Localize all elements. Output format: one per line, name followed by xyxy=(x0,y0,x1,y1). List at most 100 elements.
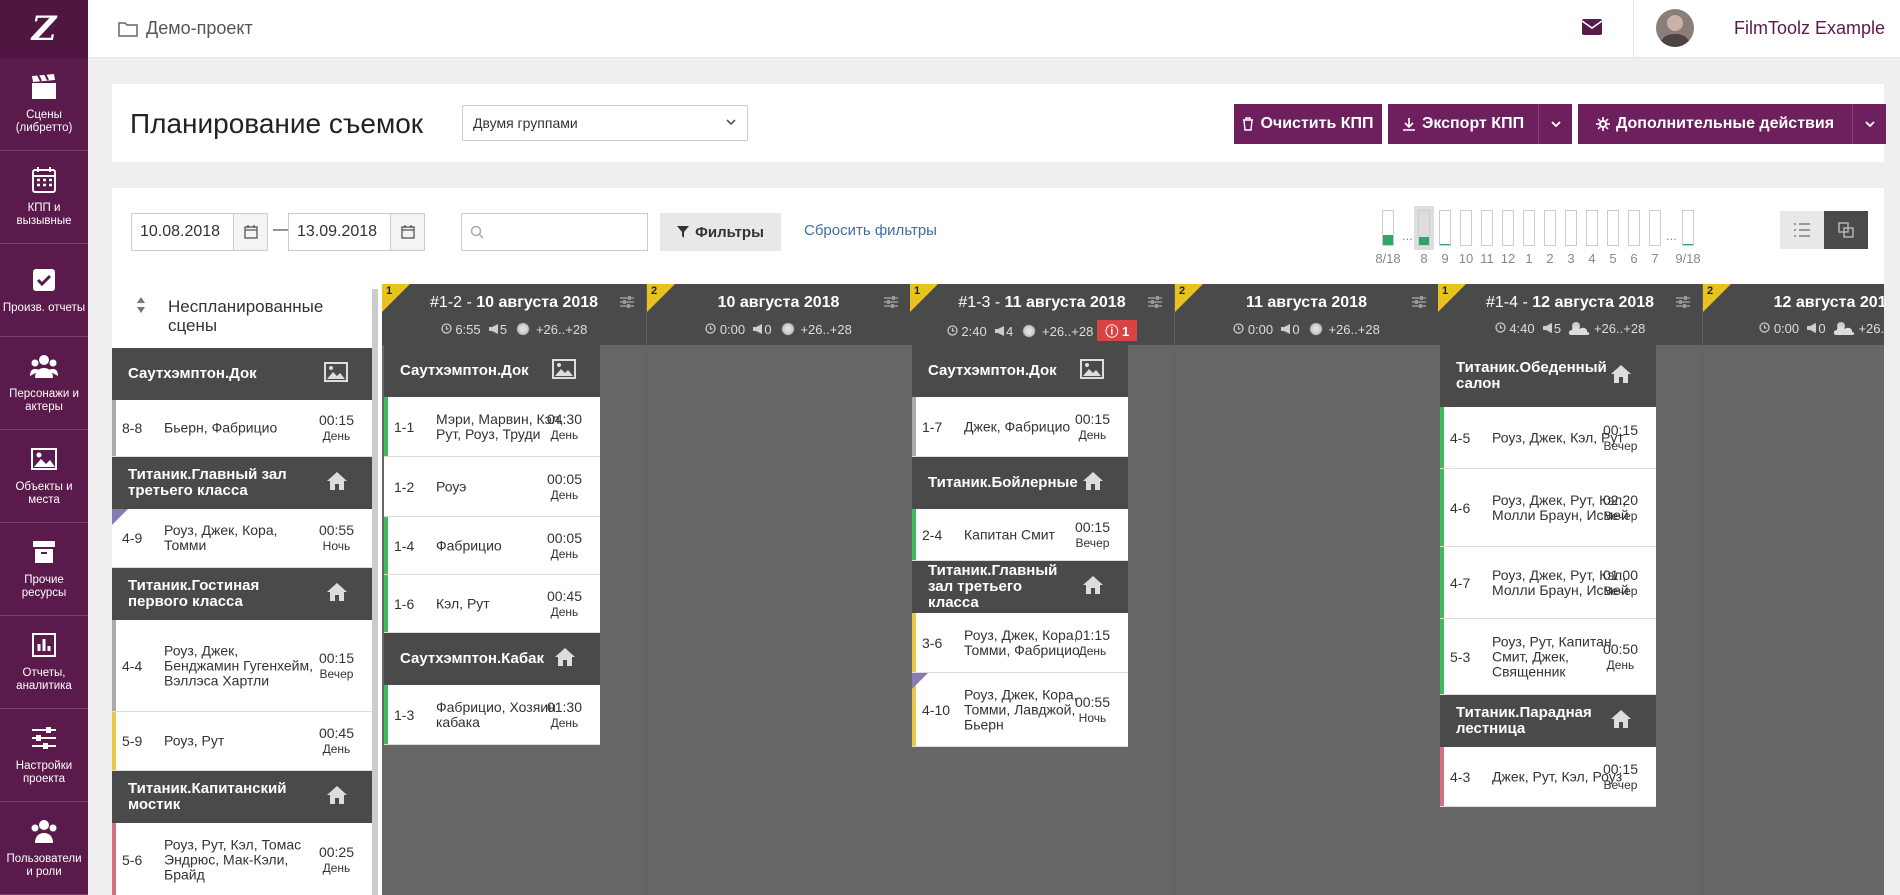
location-group-header[interactable]: Титаник.Капитанский мостик xyxy=(112,771,372,823)
day-header[interactable]: 1 #1-3 - 11 августа 2018 2:40 4 +26..+28 ⓘ… xyxy=(910,284,1174,345)
sort-icon[interactable] xyxy=(136,297,146,313)
calendar-icon[interactable] xyxy=(233,214,267,250)
scene-row[interactable]: 4-9 Роуз, Джек, Кора, Томми 00:55 Ночь xyxy=(112,509,372,568)
app-logo[interactable]: Z xyxy=(0,0,88,58)
people-icon xyxy=(30,352,58,380)
list-view-button[interactable] xyxy=(1780,211,1824,249)
scene-row[interactable]: 5-6 Роуз, Рут, Кэл, Томас Эндрюс, Мак-Кэл… xyxy=(112,823,372,895)
timeline-bar[interactable] xyxy=(1414,206,1434,250)
export-kpp-button[interactable]: Экспорт КПП xyxy=(1388,104,1538,144)
day-weather: +26..+28 xyxy=(1858,320,1884,336)
timeline-bar[interactable] xyxy=(1382,210,1394,246)
timeline-bar[interactable] xyxy=(1607,210,1619,246)
scene-row[interactable]: 4-10 Роуз, Джек, Кора, Томми, Лавджой, Бь… xyxy=(912,673,1128,747)
location-group-header[interactable]: Титаник.Главный зал третьего класса xyxy=(912,561,1128,613)
scene-row[interactable]: 1-4 Фабрицио 00:05 День xyxy=(384,517,600,575)
location-group-header[interactable]: Титаник.Обеденный салон xyxy=(1440,345,1656,407)
warning-badge[interactable]: ⓘ 1 xyxy=(1097,320,1138,341)
location-group-header[interactable]: Титаник.Главный зал третьего класса xyxy=(112,457,372,509)
scene-duration: 00:45 День xyxy=(547,588,582,620)
more-actions-label: Дополнительные действия xyxy=(1615,115,1835,132)
more-actions-dropdown-button[interactable] xyxy=(1852,104,1886,144)
timeline-bar[interactable] xyxy=(1439,210,1451,246)
location-group-header[interactable]: Саутхэмптон.Док xyxy=(384,345,600,397)
scene-color-strip xyxy=(384,575,388,632)
reset-filters-link[interactable]: Сбросить фильтры xyxy=(804,222,937,239)
day-header[interactable]: 2 10 августа 2018 0:00 0 +26..+28 xyxy=(647,284,910,345)
calendar-icon[interactable] xyxy=(390,214,424,250)
timeline-bar[interactable] xyxy=(1565,210,1577,246)
scene-row[interactable]: 4-3 Джек, Рут, Кэл, Роуз 00:15 Вечер xyxy=(1440,747,1656,807)
scene-row[interactable]: 1-6 Кэл, Рут 00:45 День xyxy=(384,575,600,633)
timeline-bar[interactable] xyxy=(1649,210,1661,246)
scene-row[interactable]: 2-4 Капитан Смит 00:15 Вечер xyxy=(912,509,1128,561)
scene-row[interactable]: 1-3 Фабрицио, Хозяин кабака 01:30 День xyxy=(384,685,600,745)
scene-duration: 00:55 Ночь xyxy=(1075,694,1110,726)
nav-item-3[interactable]: Персонажи и актеры xyxy=(0,337,88,430)
scene-row[interactable]: 5-9 Роуз, Рут 00:45 День xyxy=(112,712,372,771)
sliders-icon[interactable] xyxy=(1148,295,1162,313)
scene-row[interactable]: 4-7 Роуз, Джек, Рут, Кэл, Молли Браун, Ис… xyxy=(1440,547,1656,619)
mail-icon[interactable] xyxy=(1581,18,1603,36)
unit-flag xyxy=(1703,284,1731,312)
day-header[interactable]: 1 #1-2 - 10 августа 2018 6:55 5 +26..+28 xyxy=(382,284,646,345)
nav-item-5[interactable]: Прочие ресурсы xyxy=(0,523,88,616)
sliders-icon[interactable] xyxy=(1676,295,1690,313)
location-group-header[interactable]: Саутхэмптон.Кабак xyxy=(384,633,600,685)
timeline-bar[interactable] xyxy=(1481,210,1493,246)
cloud-icon xyxy=(1568,322,1590,339)
scene-row[interactable]: 3-6 Роуз, Джек, Кора, Томми, Фабрицио 01:1… xyxy=(912,613,1128,673)
location-group-header[interactable]: Титаник.Бойлерные xyxy=(912,457,1128,509)
scene-row[interactable]: 1-1 Мэри, Марвин, Кэл, Рут, Роуз, Труди 04… xyxy=(384,397,600,457)
project-selector[interactable]: Демо-проект xyxy=(118,18,253,39)
timeline-bar[interactable] xyxy=(1523,210,1535,246)
scene-row[interactable]: 5-3 Роуз, Рут, Капитан Смит, Джек, Священ… xyxy=(1440,619,1656,695)
scene-row[interactable]: 4-6 Роуз, Джек, Рут, Кэл, Молли Браун, Ис… xyxy=(1440,469,1656,547)
board-view-button[interactable] xyxy=(1824,211,1868,249)
search-input[interactable] xyxy=(461,213,648,251)
nav-item-8[interactable]: Пользователи и роли xyxy=(0,802,88,895)
user-name[interactable]: FilmToolz Example xyxy=(1734,18,1886,38)
timeline-bar[interactable] xyxy=(1586,210,1598,246)
nav-item-1[interactable]: КПП и вызывные xyxy=(0,151,88,244)
mode-select[interactable]: Двумя группами xyxy=(462,105,748,141)
nav-item-6[interactable]: Отчеты, аналитика xyxy=(0,616,88,709)
timeline-bar[interactable] xyxy=(1502,210,1514,246)
scene-duration-value: 00:25 xyxy=(318,843,354,860)
day-header[interactable]: 2 11 августа 2018 0:00 0 +26..+28 xyxy=(1175,284,1438,345)
clear-kpp-button[interactable]: Очистить КПП xyxy=(1234,104,1382,144)
location-group-header[interactable]: Саутхэмптон.Док xyxy=(912,345,1128,397)
day-header[interactable]: 1 #1-4 - 12 августа 2018 4:40 5 +26..+28 xyxy=(1438,284,1702,345)
timeline-bar[interactable] xyxy=(1628,210,1640,246)
date-to-field[interactable]: 13.09.2018 xyxy=(288,213,425,251)
sliders-icon[interactable] xyxy=(1412,295,1426,313)
scene-row[interactable]: 4-5 Роуз, Джек, Кэл, Рут 00:15 Вечер xyxy=(1440,407,1656,469)
sliders-icon[interactable] xyxy=(620,295,634,313)
sliders-icon[interactable] xyxy=(884,295,898,313)
scene-row[interactable]: 1-2 Роуэ 00:05 День xyxy=(384,457,600,517)
nav-item-7[interactable]: Настройки проекта xyxy=(0,709,88,802)
day-header[interactable]: 2 12 августа 2018 0:00 0 +26..+28 xyxy=(1703,284,1884,345)
timeline-bar[interactable] xyxy=(1682,210,1694,246)
location-group-header[interactable]: Саутхэмптон.Док xyxy=(112,348,372,400)
day-total-time: 0:00 xyxy=(719,321,746,337)
nav-item-0[interactable]: Сцены (либретто) xyxy=(0,58,88,151)
day-shoot-number: #1-4 - xyxy=(1485,294,1533,311)
timeline-bar[interactable] xyxy=(1544,210,1556,246)
scene-row[interactable]: 4-4 Роуз, Джек, Бенджамин Гугенхейм, Вэлл… xyxy=(112,620,372,712)
scene-row[interactable]: 8-8 Бьерн, Фабрицио 00:15 День xyxy=(112,400,372,457)
avatar[interactable] xyxy=(1656,9,1694,47)
more-actions-button[interactable]: Дополнительные действия xyxy=(1578,104,1852,144)
timeline-bar[interactable] xyxy=(1460,210,1472,246)
nav-item-2[interactable]: Произв. отчеты xyxy=(0,244,88,337)
scene-row[interactable]: 1-7 Джек, Фабрицио 00:15 День xyxy=(912,397,1128,457)
nav-item-4[interactable]: Объекты и места xyxy=(0,430,88,523)
date-from-field[interactable]: 10.08.2018 xyxy=(131,213,268,251)
location-group-header[interactable]: Титаник.Гостиная первого класса xyxy=(112,568,372,620)
location-group-header[interactable]: Титаник.Парадная лестница xyxy=(1440,695,1656,747)
day-date: #1-3 - 11 августа 2018 xyxy=(910,294,1174,312)
scrollbar[interactable] xyxy=(372,289,378,895)
export-dropdown-button[interactable] xyxy=(1538,104,1572,144)
scene-color-strip xyxy=(112,400,116,456)
filters-button[interactable]: Фильтры xyxy=(660,213,781,251)
